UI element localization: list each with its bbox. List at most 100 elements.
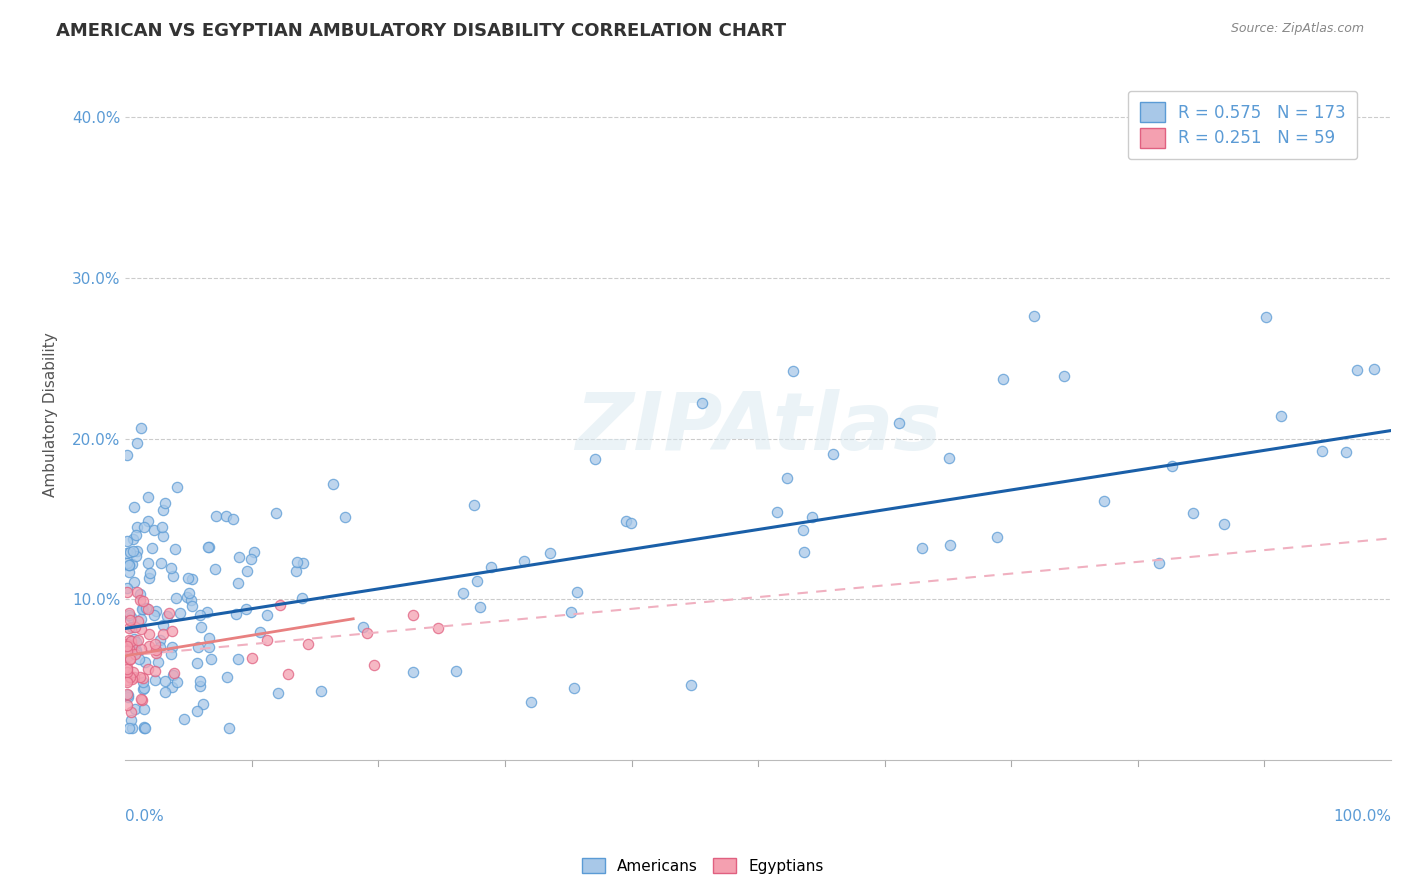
Point (159, 561, 181, 575)
Point (124, 702, 146, 716)
Point (138, 557, 160, 571)
Point (444, 664, 467, 678)
Point (143, 664, 166, 678)
Text: AMERICAN VS EGYPTIAN AMBULATORY DISABILITY CORRELATION CHART: AMERICAN VS EGYPTIAN AMBULATORY DISABILI… (56, 22, 786, 40)
Point (128, 670, 150, 684)
Point (333, 510, 356, 524)
Point (120, 713, 142, 727)
Point (160, 681, 183, 695)
Point (131, 602, 153, 616)
Point (1312, 443, 1334, 458)
Point (115, 698, 138, 713)
Point (152, 529, 174, 543)
Text: 100.0%: 100.0% (1333, 809, 1391, 824)
Point (150, 520, 173, 534)
Point (560, 605, 582, 619)
Point (614, 514, 637, 528)
Point (215, 509, 238, 524)
Point (118, 607, 141, 621)
Point (165, 591, 187, 605)
Point (115, 665, 138, 680)
Point (190, 619, 212, 633)
Point (152, 502, 174, 516)
Point (163, 666, 186, 681)
Point (129, 421, 152, 435)
Point (115, 448, 138, 462)
Point (115, 674, 138, 689)
Point (157, 606, 180, 620)
Point (117, 688, 139, 702)
Point (188, 679, 211, 693)
Point (124, 643, 146, 657)
Point (193, 698, 215, 712)
Point (120, 651, 142, 665)
Point (162, 668, 184, 682)
Point (138, 571, 160, 585)
Point (775, 471, 797, 485)
Point (277, 667, 299, 681)
Point (143, 636, 166, 650)
Point (766, 504, 789, 518)
Point (117, 690, 139, 705)
Point (1053, 369, 1076, 384)
Point (465, 574, 488, 589)
Point (177, 571, 200, 585)
Point (122, 543, 145, 558)
Point (939, 538, 962, 552)
Point (143, 523, 166, 537)
Point (125, 549, 148, 563)
Point (188, 674, 211, 689)
Point (187, 640, 209, 655)
Point (176, 590, 198, 604)
Point (228, 549, 250, 564)
Point (134, 656, 156, 670)
Point (134, 721, 156, 735)
Point (136, 514, 159, 528)
Point (136, 662, 159, 676)
Point (138, 626, 160, 640)
Point (156, 609, 179, 624)
Point (122, 532, 145, 546)
Point (120, 545, 142, 559)
Point (138, 639, 160, 653)
Point (160, 647, 183, 661)
Point (120, 610, 142, 624)
Point (132, 681, 155, 696)
Point (235, 601, 257, 615)
Point (225, 607, 247, 621)
Point (198, 541, 221, 555)
Point (128, 593, 150, 607)
Point (352, 619, 374, 633)
Point (679, 677, 702, 691)
Point (1092, 494, 1115, 508)
Point (910, 541, 932, 556)
Point (1212, 517, 1234, 532)
Point (181, 572, 204, 586)
Point (135, 601, 157, 615)
Point (153, 673, 176, 688)
Point (127, 435, 149, 450)
Point (197, 540, 219, 554)
Text: ZIPAtlas: ZIPAtlas (575, 389, 941, 467)
Point (1149, 556, 1171, 570)
Point (125, 644, 148, 658)
Point (115, 585, 138, 599)
Point (132, 681, 155, 696)
Point (145, 643, 167, 657)
Point (1346, 363, 1368, 377)
Point (134, 520, 156, 534)
Point (125, 519, 148, 533)
Point (226, 652, 249, 666)
Point (115, 673, 138, 687)
Point (690, 395, 713, 409)
Point (583, 452, 606, 467)
Point (479, 559, 502, 574)
Point (451, 586, 474, 600)
Point (204, 562, 226, 576)
Text: Source: ZipAtlas.com: Source: ZipAtlas.com (1230, 22, 1364, 36)
Point (121, 557, 143, 571)
Y-axis label: Ambulatory Disability: Ambulatory Disability (44, 332, 58, 497)
Point (118, 642, 141, 657)
Point (620, 516, 643, 531)
Point (115, 637, 138, 651)
